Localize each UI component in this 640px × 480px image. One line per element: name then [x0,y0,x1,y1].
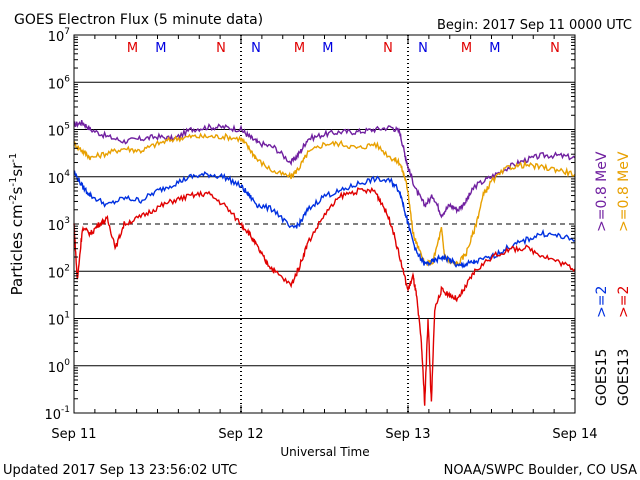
y-tick-label: 102 [48,263,70,281]
y-tick-label: 105 [48,122,70,140]
legend-satellite: GOES13 [616,349,632,406]
x-tick-label: Sep 13 [385,427,430,442]
series-line [73,132,576,267]
y-tick-label: 101 [48,311,70,329]
legend-entry: >=2 [594,286,610,318]
event-marker: M [322,41,333,56]
legend-satellite: GOES15 [594,349,610,406]
y-axis-label: Particles cm-2s-1sr-1 [8,153,26,296]
event-marker: N [550,41,560,56]
event-marker: N [251,41,261,56]
event-marker: N [216,41,226,56]
legend-entry: >=0.8 MeV [594,151,610,232]
chart-title: GOES Electron Flux (5 minute data) [14,12,263,28]
series-group [73,119,576,406]
event-marker: M [294,41,305,56]
x-axis-label: Universal Time [280,445,369,459]
series-line [73,186,576,406]
x-tick-label: Sep 14 [552,427,597,442]
y-tick-label: 107 [48,27,70,45]
y-tick-label: 10-1 [44,405,70,423]
event-marker: M [127,41,138,56]
axis-ticks: 107 106 105 104 103 102 101 100 10-1 Sep 11 Sep 12… [44,27,597,442]
y-tick-label: 106 [48,74,71,92]
series-line [73,119,576,219]
y-tick-label: 104 [48,169,71,187]
updated-timestamp: Updated 2017 Sep 13 23:56:02 UTC [3,463,237,478]
x-tick-label: Sep 12 [218,427,263,442]
grid [74,35,575,413]
legend-entry: >=2 [616,286,632,318]
event-marker: M [461,41,472,56]
x-tick-label: Sep 11 [51,427,96,442]
event-marker: N [418,41,428,56]
legend: >=0.8 MeV >=0.8 MeV >=2 >=2 GOES15 GOES13 [594,151,632,406]
y-tick-label: 100 [48,358,71,376]
legend-entry: >=0.8 MeV [616,151,632,232]
y-tick-label: 103 [48,216,70,234]
begin-time: Begin: 2017 Sep 11 0000 UTC [437,18,632,33]
event-marker: M [155,41,166,56]
event-marker: N [383,41,393,56]
series-line [73,170,576,269]
event-marker: M [489,41,500,56]
credit-text: NOAA/SWPC Boulder, CO USA [444,463,637,478]
